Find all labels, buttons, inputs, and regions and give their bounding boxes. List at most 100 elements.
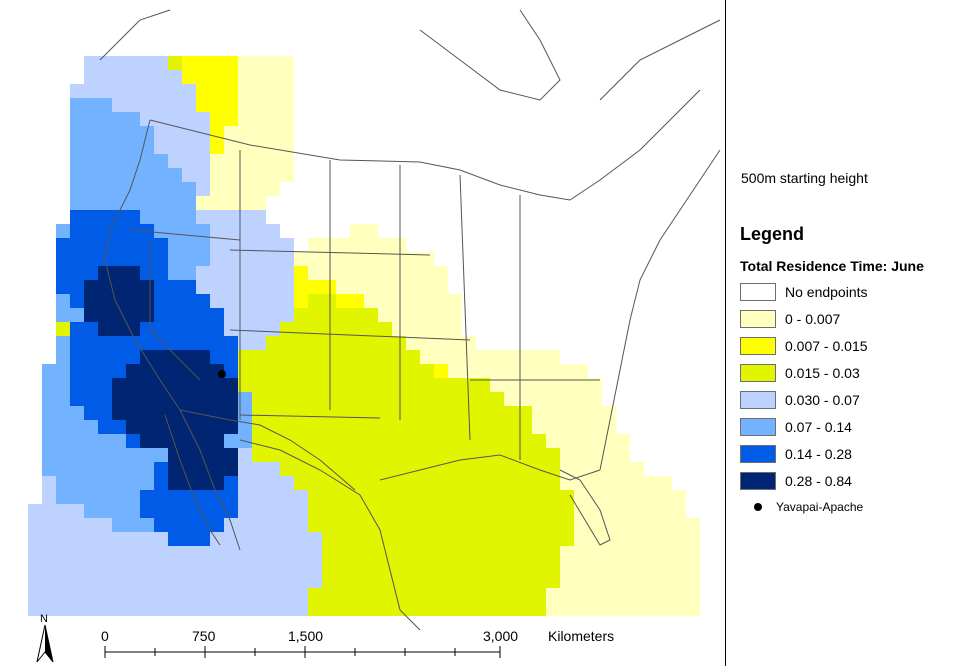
grid-cell: [98, 448, 112, 462]
grid-cell: [140, 448, 154, 462]
grid-cell: [294, 588, 308, 602]
grid-cell: [350, 322, 364, 336]
grid-cell: [252, 546, 266, 560]
grid-cell: [196, 182, 210, 196]
grid-cell: [462, 588, 476, 602]
grid-cell: [434, 560, 448, 574]
grid-cell: [112, 588, 126, 602]
grid-cell: [490, 560, 504, 574]
grid-cell: [532, 602, 546, 616]
grid-cell: [154, 588, 168, 602]
grid-cell: [364, 336, 378, 350]
grid-cell: [280, 602, 294, 616]
grid-cell: [98, 420, 112, 434]
grid-cell: [182, 266, 196, 280]
grid-cell: [308, 266, 322, 280]
grid-cell: [266, 462, 280, 476]
grid-cell: [252, 196, 266, 210]
grid-cell: [574, 448, 588, 462]
legend-item: 0.28 - 0.84: [740, 471, 852, 491]
grid-cell: [84, 154, 98, 168]
grid-cell: [686, 546, 700, 560]
grid-cell: [126, 112, 140, 126]
grid-cell: [70, 182, 84, 196]
grid-cell: [378, 574, 392, 588]
grid-cell: [602, 448, 616, 462]
legend-item: 0.07 - 0.14: [740, 417, 852, 437]
grid-cell: [56, 574, 70, 588]
grid-cell: [70, 378, 84, 392]
map-frame[interactable]: N 0 750 1,500 3,000 Kilometers: [0, 0, 726, 666]
grid-cell: [448, 588, 462, 602]
grid-cell: [420, 560, 434, 574]
grid-cell: [630, 602, 644, 616]
grid-cell: [476, 588, 490, 602]
grid-cell: [448, 462, 462, 476]
grid-cell: [434, 574, 448, 588]
grid-cell: [462, 560, 476, 574]
grid-cell: [280, 98, 294, 112]
grid-cell: [476, 490, 490, 504]
grid-cell: [224, 210, 238, 224]
grid-cell: [84, 532, 98, 546]
grid-cell: [126, 252, 140, 266]
grid-cell: [84, 336, 98, 350]
grid-cell: [140, 322, 154, 336]
grid-cell: [420, 350, 434, 364]
grid-cell: [280, 476, 294, 490]
grid-cell: [140, 560, 154, 574]
grid-cell: [182, 364, 196, 378]
grid-cell: [168, 196, 182, 210]
grid-cell: [168, 504, 182, 518]
grid-cell: [210, 518, 224, 532]
grid-cell: [518, 546, 532, 560]
grid-cell: [238, 84, 252, 98]
grid-cell: [140, 168, 154, 182]
grid-cell: [532, 406, 546, 420]
grid-cell: [252, 224, 266, 238]
grid-cell: [224, 364, 238, 378]
grid-cell: [238, 602, 252, 616]
grid-cell: [364, 602, 378, 616]
grid-cell: [308, 280, 322, 294]
grid-cell: [84, 420, 98, 434]
grid-cell: [406, 462, 420, 476]
grid-cell: [168, 392, 182, 406]
grid-cell: [336, 490, 350, 504]
grid-cell: [126, 462, 140, 476]
grid-cell: [84, 364, 98, 378]
grid-cell: [574, 602, 588, 616]
grid-cell: [98, 70, 112, 84]
grid-cell: [350, 238, 364, 252]
grid-cell: [168, 532, 182, 546]
grid-cell: [98, 350, 112, 364]
grid-cell: [504, 364, 518, 378]
grid-cell: [336, 574, 350, 588]
grid-cell: [308, 420, 322, 434]
grid-cell: [168, 98, 182, 112]
grid-cell: [350, 518, 364, 532]
grid-cell: [182, 336, 196, 350]
grid-cell: [42, 434, 56, 448]
grid-cell: [98, 490, 112, 504]
grid-cell: [154, 126, 168, 140]
grid-cell: [182, 56, 196, 70]
grid-cell: [252, 448, 266, 462]
grid-cell: [238, 364, 252, 378]
grid-cell: [168, 420, 182, 434]
grid-cell: [476, 392, 490, 406]
grid-cell: [140, 546, 154, 560]
grid-cell: [308, 490, 322, 504]
scale-tick-750: 750: [192, 628, 216, 644]
grid-cell: [140, 518, 154, 532]
grid-cell: [434, 266, 448, 280]
grid-cell: [308, 392, 322, 406]
grid-cell: [434, 448, 448, 462]
grid-cell: [182, 392, 196, 406]
grid-cell: [280, 294, 294, 308]
grid-cell: [350, 406, 364, 420]
grid-cell: [504, 392, 518, 406]
grid-cell: [140, 252, 154, 266]
grid-cell: [308, 588, 322, 602]
grid-cell: [602, 406, 616, 420]
